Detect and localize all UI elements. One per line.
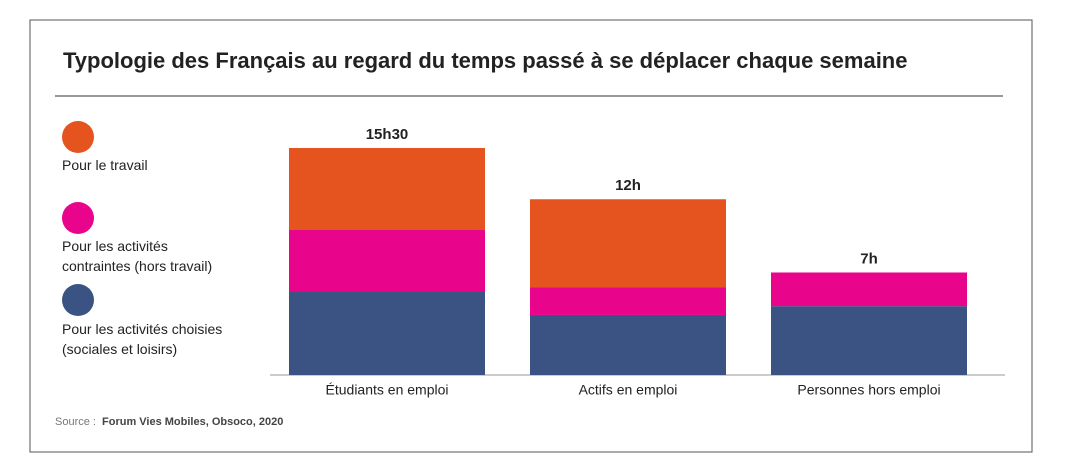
legend-swatch: [62, 202, 94, 234]
bar-segment: [289, 230, 485, 292]
source-label: Source :: [55, 416, 96, 428]
bar-segment: [530, 199, 726, 288]
bar-segment: [771, 306, 967, 375]
x-tick-label: Personnes hors emploi: [797, 382, 940, 398]
legend-label: Pour les activités contraintes (hors tra…: [62, 238, 213, 274]
chart-title: Typologie des Français au regard du temp…: [63, 48, 907, 73]
legend-label: Pour les activités choisies (sociales et…: [62, 321, 223, 357]
x-tick-label: Actifs en emploi: [579, 382, 678, 398]
total-label: 12h: [615, 177, 641, 194]
bar-segment: [771, 272, 967, 307]
legend-swatch: [62, 121, 94, 153]
bar-segment: [289, 291, 485, 375]
legend-swatch: [62, 284, 94, 316]
bar-segment: [530, 287, 726, 315]
total-label: 7h: [860, 250, 878, 267]
bar-segment: [530, 314, 726, 375]
x-tick-label: Étudiants en emploi: [326, 382, 449, 398]
bar-segment: [289, 148, 485, 231]
legend-label: Pour le travail: [62, 157, 148, 173]
frame: [29, 19, 1033, 453]
source-text: Forum Vies Mobiles, Obsoco, 2020: [102, 416, 283, 428]
total-label: 15h30: [366, 126, 409, 143]
